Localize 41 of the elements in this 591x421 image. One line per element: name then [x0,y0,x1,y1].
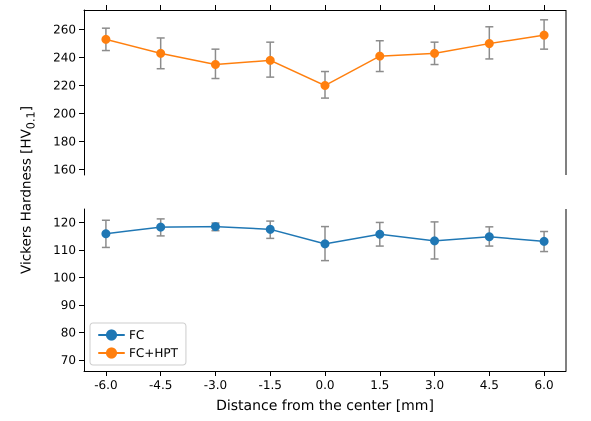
x-tick-label: -4.5 [148,378,172,392]
point [156,48,166,58]
point [375,52,384,61]
point [430,48,440,58]
y-tick-label: 260 [53,22,76,37]
x-tick-label: 0.0 [315,378,335,392]
point [540,30,549,40]
x-tick-label: -6.0 [94,378,118,392]
y-tick-label: 90 [60,298,76,312]
x-tick-label: -3.0 [204,378,228,392]
point [320,81,330,90]
point [266,56,275,65]
x-tick-label: 4.5 [480,378,499,392]
x-axis-title: Distance from the center [mm] [216,398,434,414]
x-tick-label: 6.0 [534,378,554,392]
y-tick-label: 180 [53,134,76,148]
point [540,236,549,246]
y-tick-label: 70 [60,353,76,368]
legend-label: FC+HPT [129,346,179,360]
y-tick-label: 240 [53,50,76,65]
y-tick-label: 200 [53,106,76,120]
y-tick-label: 120 [53,216,76,230]
point [484,39,494,48]
x-tick-label: 1.5 [370,378,390,392]
point [156,222,166,232]
x-tick-label: -1.5 [258,378,282,392]
point [101,34,110,44]
x-tick-label: 3.0 [425,378,444,392]
point [210,60,220,70]
point [320,239,330,248]
y-tick-label: 110 [53,243,76,258]
y-tick-label: 80 [60,326,76,340]
point [101,229,110,238]
legend-label: FC [129,328,144,342]
point [484,232,494,242]
y-tick-label: 160 [53,162,76,176]
point [375,230,384,239]
point [266,224,275,234]
y-tick-label: 100 [53,270,76,285]
y-tick-label: 220 [53,78,76,93]
point [430,236,440,246]
